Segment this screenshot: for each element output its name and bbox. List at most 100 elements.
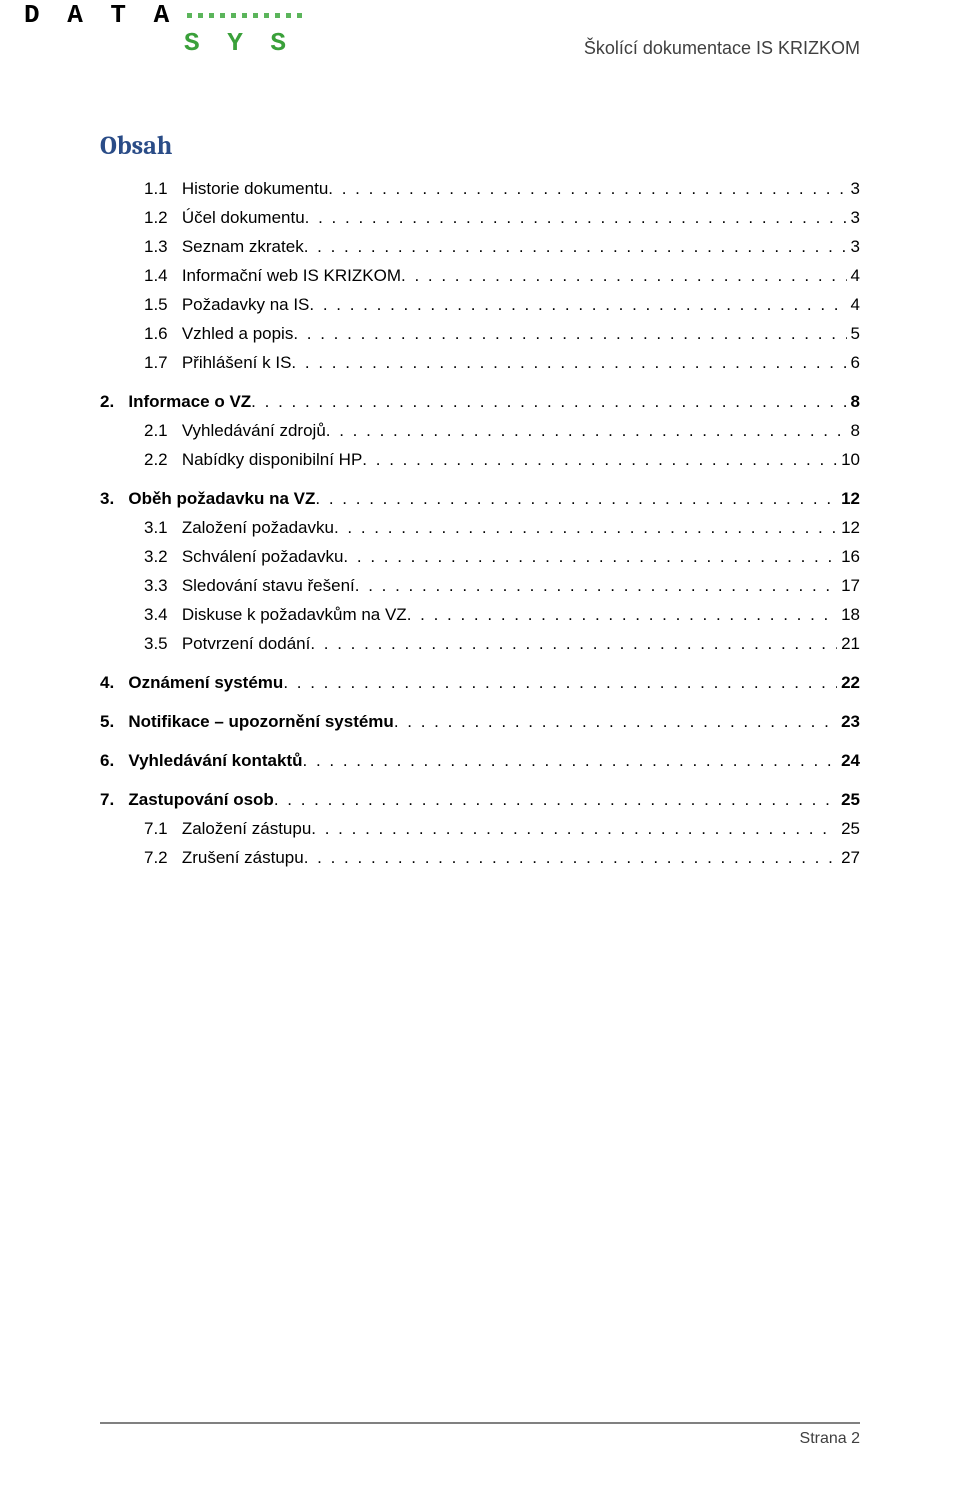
toc-entry-page: 23 [837,712,860,732]
toc-entry-page: 17 [837,576,860,596]
toc-leader-dots [303,751,838,771]
toc-entry-page: 8 [847,421,860,441]
toc-entry[interactable]: 7. Zastupování osob 25 [100,790,860,810]
toc-entry[interactable]: 1.6 Vzhled a popis 5 [144,324,860,344]
toc-entry-page: 21 [837,634,860,654]
toc-entry-label: Účel dokumentu [182,208,305,228]
toc-entry-label: Historie dokumentu [182,179,328,199]
toc-entry-page: 8 [847,392,860,412]
toc-leader-dots [283,673,837,693]
toc-entry[interactable]: 1.7 Přihlášení k IS 6 [144,353,860,373]
toc-leader-dots [407,605,837,625]
toc-entry-page: 18 [837,605,860,625]
toc-entry-number: 2.2 [144,450,182,470]
toc-entry-label: Oznámení systému [128,673,283,693]
toc-entry-label: Vzhled a popis [182,324,294,344]
toc-entry[interactable]: 1.5 Požadavky na IS 4 [144,295,860,315]
toc-entry[interactable]: 1.1 Historie dokumentu 3 [144,179,860,199]
toc-entry-label: Oběh požadavku na VZ [128,489,315,509]
toc-entry[interactable]: 2.1 Vyhledávání zdrojů 8 [144,421,860,441]
toc-leader-dots [328,179,846,199]
toc-entry-number: 1.4 [144,266,182,286]
toc-leader-dots [311,819,837,839]
toc-entry-number: 1.7 [144,353,182,373]
toc-entry-page: 25 [837,790,860,810]
toc-entry-page: 16 [837,547,860,567]
toc-entry[interactable]: 3. Oběh požadavku na VZ 12 [100,489,860,509]
toc-entry-number: 1.5 [144,295,182,315]
toc-entry-number: 5. [100,712,128,732]
toc-leader-dots [309,295,846,315]
toc-entry[interactable]: 3.4 Diskuse k požadavkům na VZ 18 [144,605,860,625]
toc-entry-number: 7.2 [144,848,182,868]
toc-entry-label: Vyhledávání kontaktů [128,751,302,771]
toc-entry-label: Založení požadavku [182,518,334,538]
toc-entry[interactable]: 3.1 Založení požadavku 12 [144,518,860,538]
toc-entry-page: 25 [837,819,860,839]
toc-leader-dots [315,489,837,509]
toc-entry-number: 7. [100,790,128,810]
toc-entry-page: 27 [837,848,860,868]
toc-entry-label: Požadavky na IS [182,295,310,315]
logo-text-sys: S Y S [184,28,292,58]
toc-entry-number: 2.1 [144,421,182,441]
toc-entry[interactable]: 4. Oznámení systému 22 [100,673,860,693]
toc-entry-number: 3.1 [144,518,182,538]
toc-entry[interactable]: 3.5 Potvrzení dodání 21 [144,634,860,654]
page-footer: Strana 2 [100,1422,860,1448]
toc-entry-number: 4. [100,673,128,693]
logo-text-data: D A T A [24,0,181,30]
logo-dots [187,13,302,18]
toc-entry-number: 7.1 [144,819,182,839]
toc-entry-page: 12 [837,518,860,538]
toc-entry[interactable]: 1.4 Informační web IS KRIZKOM 4 [144,266,860,286]
toc-entry[interactable]: 2. Informace o VZ 8 [100,392,860,412]
toc-leader-dots [304,237,847,257]
toc-entry-number: 3.5 [144,634,182,654]
toc-leader-dots [343,547,837,567]
toc-entry-label: Zrušení zástupu [182,848,304,868]
toc-entry-number: 3.3 [144,576,182,596]
toc-entry-number: 1.6 [144,324,182,344]
footer-page-number: Strana 2 [100,1430,860,1448]
toc-leader-dots [401,266,847,286]
toc-leader-dots [251,392,846,412]
toc-entry-label: Informační web IS KRIZKOM [182,266,401,286]
toc-entry-page: 6 [847,353,860,373]
toc-entry-number: 1.2 [144,208,182,228]
logo: D A T A S Y S [24,0,304,60]
toc-entry-number: 1.3 [144,237,182,257]
toc-entry-page: 3 [847,237,860,257]
toc-entry-label: Diskuse k požadavkům na VZ [182,605,407,625]
toc-entry-label: Nabídky disponibilní HP [182,450,362,470]
toc-entry-number: 3.2 [144,547,182,567]
toc-entry-label: Schválení požadavku [182,547,344,567]
toc-entry-page: 4 [847,266,860,286]
toc-leader-dots [394,712,837,732]
toc-entry[interactable]: 7.1 Založení zástupu 25 [144,819,860,839]
toc-entry[interactable]: 2.2 Nabídky disponibilní HP 10 [144,450,860,470]
toc-entry-page: 3 [847,208,860,228]
toc-entry-label: Přihlášení k IS [182,353,292,373]
toc-entry[interactable]: 3.3 Sledování stavu řešení 17 [144,576,860,596]
toc-leader-dots [310,634,837,654]
toc-leader-dots [326,421,847,441]
toc-entry[interactable]: 6. Vyhledávání kontaktů 24 [100,751,860,771]
toc-entry-label: Seznam zkratek [182,237,304,257]
toc-entry[interactable]: 3.2 Schválení požadavku 16 [144,547,860,567]
toc-entry-label: Sledování stavu řešení [182,576,355,596]
toc-leader-dots [362,450,837,470]
toc-entry[interactable]: 5. Notifikace – upozornění systému 23 [100,712,860,732]
toc-entry-label: Informace o VZ [128,392,251,412]
toc-entry-number: 1.1 [144,179,182,199]
toc-entry-number: 3.4 [144,605,182,625]
toc-entry-page: 3 [847,179,860,199]
toc-entry[interactable]: 7.2 Zrušení zástupu 27 [144,848,860,868]
toc-leader-dots [355,576,837,596]
toc-entry-label: Notifikace – upozornění systému [128,712,393,732]
toc-entry[interactable]: 1.3 Seznam zkratek 3 [144,237,860,257]
toc-leader-dots [293,324,846,344]
toc-entry[interactable]: 1.2 Účel dokumentu 3 [144,208,860,228]
toc-leader-dots [304,848,837,868]
toc-entry-number: 2. [100,392,128,412]
